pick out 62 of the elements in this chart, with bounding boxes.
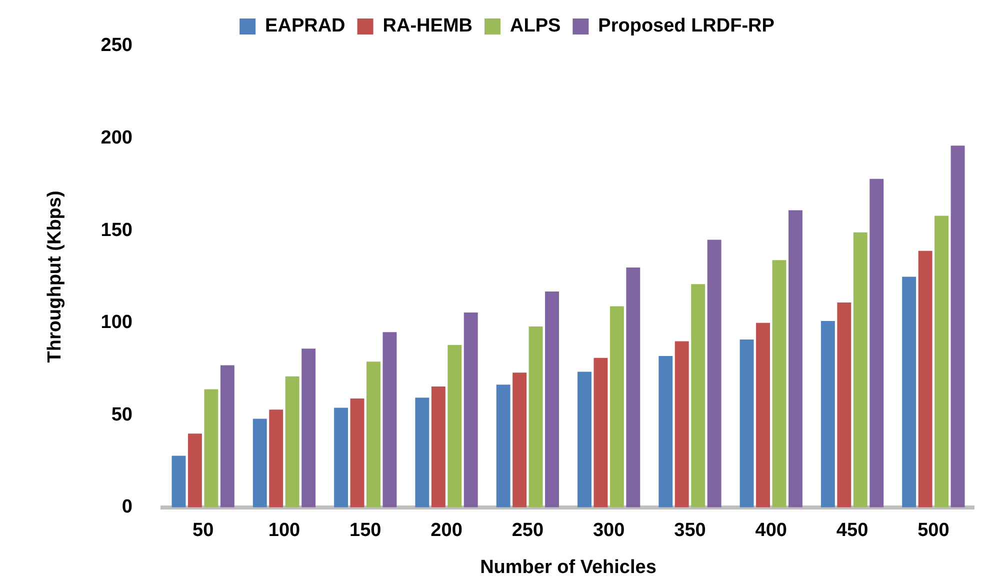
bar — [496, 384, 510, 508]
bar — [788, 210, 802, 508]
bar — [578, 372, 592, 508]
bar — [382, 332, 397, 508]
x-axis-title: Number of Vehicles — [480, 556, 656, 578]
legend-label: EAPRAD — [265, 16, 346, 37]
bar — [302, 348, 316, 508]
bar — [756, 322, 770, 508]
bar — [350, 398, 364, 508]
x-tick-label: 450 — [836, 520, 868, 542]
bar — [334, 408, 348, 508]
bar — [691, 284, 706, 508]
bar — [252, 418, 267, 508]
y-axis-title: Throughput (Kbps) — [44, 190, 66, 363]
bar — [204, 389, 218, 508]
bar — [448, 344, 462, 508]
x-tick-label: 350 — [674, 520, 706, 542]
legend-label: Proposed LRDF-RP — [598, 16, 775, 37]
bar — [820, 320, 835, 508]
bar — [902, 276, 916, 508]
bar — [934, 216, 949, 508]
bar — [594, 358, 608, 508]
bar — [545, 291, 559, 508]
bar — [220, 365, 234, 508]
y-tick-label: 200 — [100, 128, 132, 149]
bar — [658, 356, 673, 508]
x-tick-label: 500 — [918, 520, 950, 542]
bar — [431, 386, 446, 508]
legend-label: ALPS — [510, 16, 561, 37]
x-tick-label: 400 — [755, 520, 787, 542]
y-tick-label: 50 — [111, 404, 132, 426]
y-tick-label: 0 — [122, 496, 132, 518]
bar — [172, 456, 186, 508]
bar — [870, 178, 884, 508]
bar — [950, 146, 965, 508]
bar — [707, 240, 722, 508]
bar — [188, 434, 202, 508]
bar — [269, 410, 284, 508]
bar — [772, 260, 786, 508]
bar — [512, 372, 527, 508]
bar — [837, 302, 852, 508]
x-tick-label: 200 — [430, 520, 462, 542]
y-tick-label: 100 — [100, 312, 132, 334]
bar — [285, 376, 300, 508]
bar — [528, 326, 543, 508]
x-tick-label: 50 — [192, 520, 214, 542]
bar — [415, 398, 430, 508]
y-tick-label: 250 — [100, 35, 132, 56]
x-tick-label: 250 — [512, 520, 544, 542]
bar — [853, 232, 868, 508]
legend-label: RA-HEMB — [382, 16, 472, 37]
bar — [610, 306, 624, 508]
x-tick-label: 100 — [268, 520, 300, 542]
bar — [740, 339, 754, 508]
x-tick-label: 150 — [350, 520, 382, 542]
bar — [674, 341, 689, 508]
bar — [626, 267, 640, 508]
x-tick-label: 300 — [592, 520, 625, 542]
bar — [366, 362, 380, 508]
bar — [918, 250, 932, 508]
bar — [464, 312, 478, 508]
y-tick-label: 150 — [100, 220, 132, 241]
